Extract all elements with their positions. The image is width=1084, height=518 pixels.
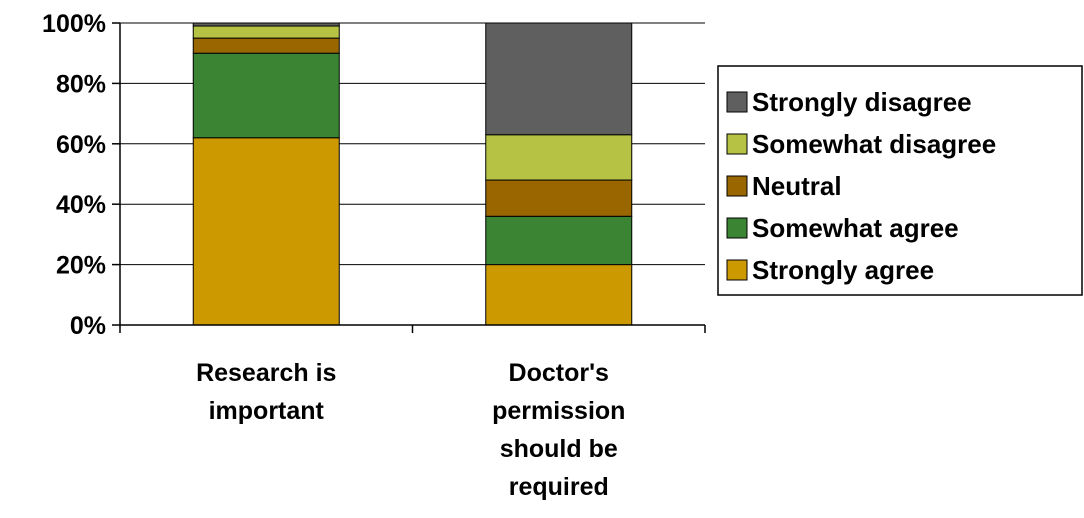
bar-segment: [192, 22, 340, 27]
bar-segment: [192, 25, 340, 39]
legend: Strongly disagree Somewhat disagree Neutra…: [717, 65, 1083, 296]
legend-swatch: [726, 175, 748, 197]
bar-segment: [485, 215, 633, 266]
legend-swatch: [726, 133, 748, 155]
legend-label: Neutral: [752, 171, 842, 201]
legend-label: Somewhat disagree: [752, 129, 996, 159]
bar-segment: [192, 137, 340, 326]
legend-swatch: [726, 259, 748, 281]
y-tick-label: 60%: [56, 131, 106, 159]
bar-segment: [485, 179, 633, 217]
bar-segment: [485, 22, 633, 136]
category-label: Research is important: [196, 359, 336, 425]
y-tick-label: 100%: [42, 10, 106, 38]
y-tick-labels: 0% 20% 40% 60% 80% 100%: [42, 10, 106, 340]
legend-box: [717, 65, 1083, 296]
y-tick-label: 0%: [70, 312, 106, 340]
bar-segment: [192, 52, 340, 139]
bar-segment: [192, 37, 340, 54]
bar-segment: [485, 134, 633, 181]
axes: [112, 22, 706, 333]
y-tick-label: 20%: [56, 252, 106, 280]
legend-label: Somewhat agree: [752, 213, 959, 243]
category-label: Doctor's permission should be required: [492, 359, 625, 501]
bar-segment: [485, 264, 633, 326]
legend-swatch: [726, 91, 748, 113]
category-labels: Research is important Doctor's permission sh…: [196, 359, 625, 501]
legend-swatch: [726, 217, 748, 239]
legend-label: Strongly disagree: [752, 87, 972, 117]
y-tick-label: 40%: [56, 191, 106, 219]
y-tick-label: 80%: [56, 70, 106, 98]
bars: [192, 22, 633, 326]
legend-label: Strongly agree: [752, 255, 934, 285]
